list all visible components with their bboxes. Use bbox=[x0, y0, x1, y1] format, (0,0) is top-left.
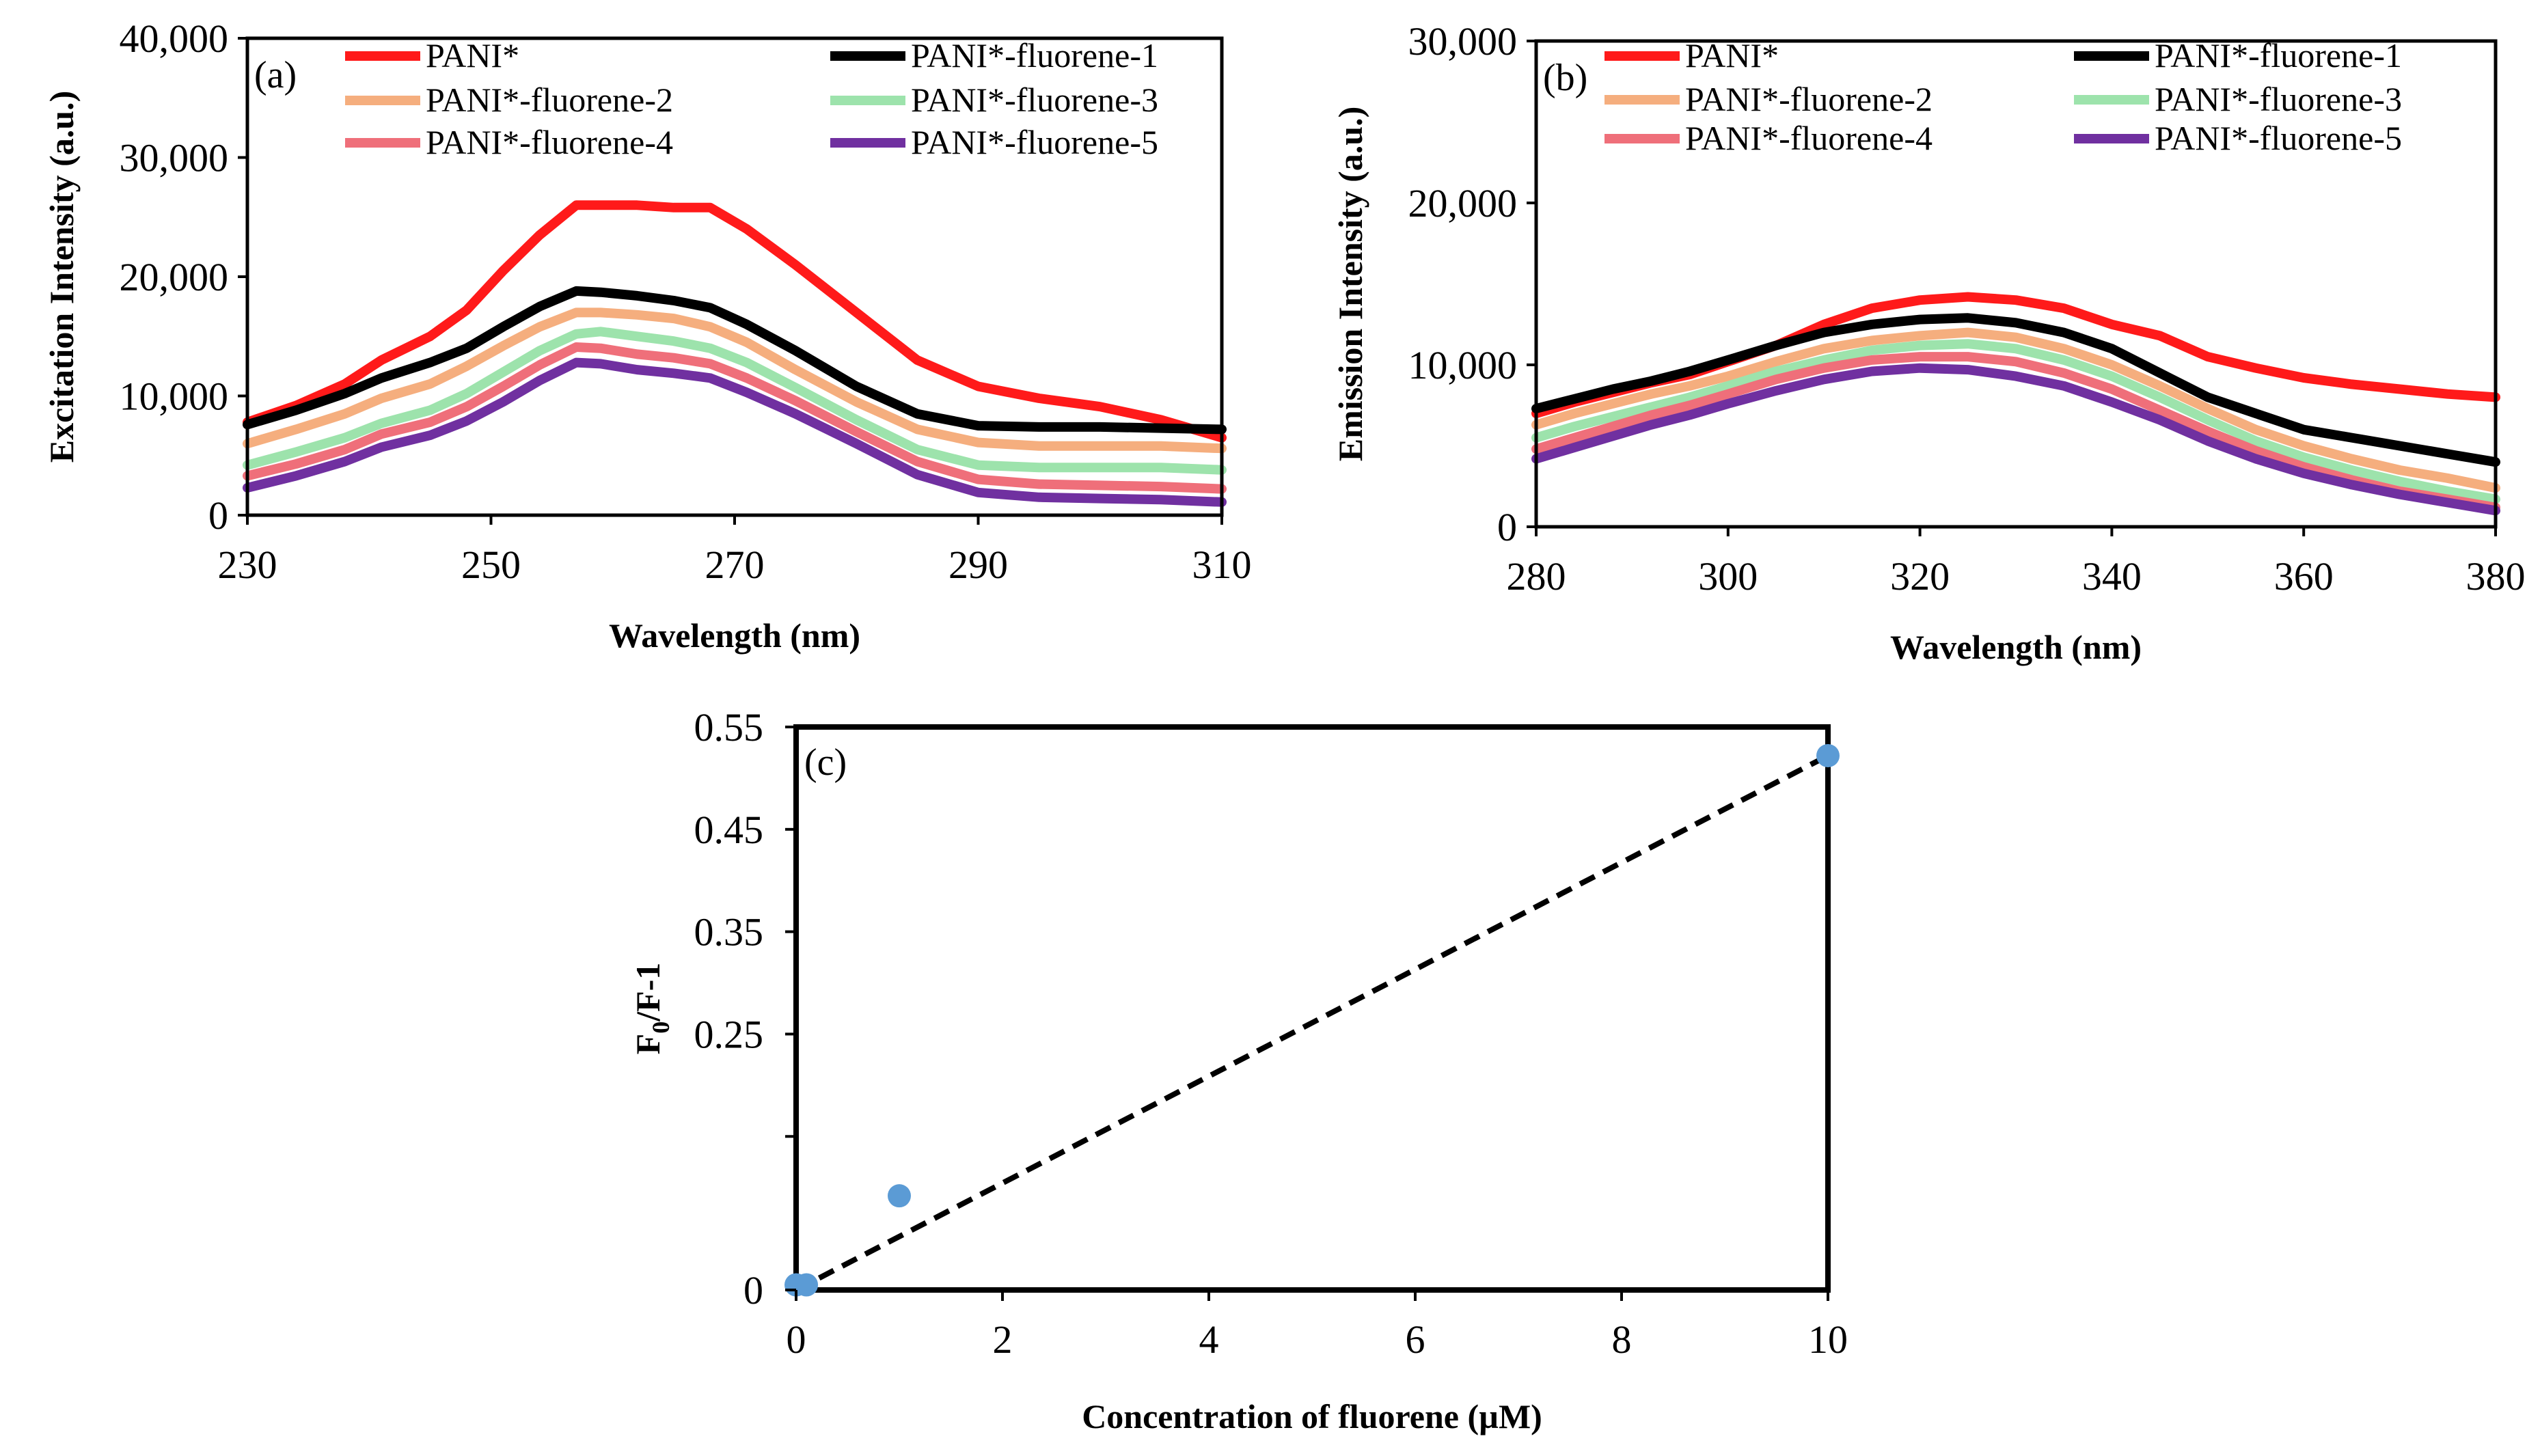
x-tick-label: 310 bbox=[1192, 542, 1252, 587]
y-tick-label: 0 bbox=[208, 493, 228, 538]
legend-label-2: PANI*-fluorene-2 bbox=[1685, 80, 1933, 118]
series-line-4 bbox=[1531, 352, 2500, 512]
series-line-2 bbox=[1531, 327, 2500, 493]
series-line-5 bbox=[1531, 363, 2500, 516]
chart-panel-b: 280 300 320 340 360 380 0 10,000 20,000 30,000 Wav… bbox=[1331, 19, 2526, 666]
data-point-3 bbox=[1816, 743, 1840, 767]
legend-label-1: PANI*-fluorene-1 bbox=[911, 36, 1158, 74]
x-tick-label: 290 bbox=[948, 542, 1008, 587]
y-tick-label: 40,000 bbox=[120, 16, 229, 61]
y-tick-label: 30,000 bbox=[1408, 19, 1518, 64]
legend-label-3: PANI*-fluorene-3 bbox=[911, 81, 1158, 119]
panel-label: (c) bbox=[804, 741, 847, 784]
x-tick-label: 340 bbox=[2082, 554, 2142, 599]
y-tick-label: 0.45 bbox=[694, 808, 764, 852]
legend-label-4: PANI*-fluorene-4 bbox=[1685, 119, 1933, 157]
chart-panel-c: 0 2 4 6 8 10 0 0.25 0.35 0.45 0.55 Concentration of… bbox=[629, 705, 1848, 1436]
data-point-2 bbox=[888, 1184, 911, 1208]
series-line-3 bbox=[1531, 339, 2500, 504]
plot-frame bbox=[1534, 39, 2498, 529]
y-axis-title-sub: 0 bbox=[647, 1021, 674, 1034]
y-tick-label: 0 bbox=[1497, 505, 1517, 549]
series-line-5 bbox=[243, 357, 1227, 507]
x-tick-label: 380 bbox=[2466, 554, 2526, 599]
y-tick-label: 0.35 bbox=[694, 910, 764, 954]
x-tick-label: 10 bbox=[1808, 1317, 1848, 1362]
x-axis-title: Concentration of fluorene (µM) bbox=[1082, 1397, 1542, 1436]
y-tick-label: 0 bbox=[743, 1268, 763, 1313]
y-tick-label: 20,000 bbox=[120, 255, 229, 299]
x-axis-title: Wavelength (nm) bbox=[609, 616, 860, 655]
y-tick-label: 30,000 bbox=[120, 136, 229, 180]
legend-label-0: PANI* bbox=[1685, 36, 1779, 74]
series-line-1 bbox=[243, 286, 1227, 435]
x-axis-title: Wavelength (nm) bbox=[1890, 628, 2142, 666]
legend-label-5: PANI*-fluorene-5 bbox=[911, 123, 1158, 161]
y-axis-title-rest: /F-1 bbox=[629, 963, 667, 1022]
legend-label-2: PANI*-fluorene-2 bbox=[426, 81, 673, 119]
y-axis-title-main: F bbox=[629, 1034, 667, 1055]
y-axis-title: F0/F-1 bbox=[629, 963, 674, 1055]
y-tick-label: 0.55 bbox=[694, 705, 764, 750]
series-line-4 bbox=[243, 342, 1227, 494]
series-line-1 bbox=[1531, 313, 2500, 467]
legend-label-3: PANI*-fluorene-3 bbox=[2155, 80, 2402, 118]
legend-label-1: PANI*-fluorene-1 bbox=[2155, 36, 2402, 74]
y-tick-label: 20,000 bbox=[1408, 181, 1518, 225]
y-tick-label: 0.25 bbox=[694, 1012, 764, 1056]
x-tick-label: 270 bbox=[705, 542, 765, 587]
x-tick-label: 0 bbox=[787, 1317, 806, 1362]
x-tick-label: 6 bbox=[1406, 1317, 1425, 1362]
x-tick-label: 8 bbox=[1612, 1317, 1632, 1362]
y-tick-label: 10,000 bbox=[1408, 343, 1518, 387]
panel-label: (b) bbox=[1543, 57, 1587, 99]
legend-label-0: PANI* bbox=[426, 36, 519, 74]
x-tick-label: 300 bbox=[1698, 554, 1758, 599]
x-tick-label: 250 bbox=[461, 542, 521, 587]
y-axis-title: Excitation Intensity (a.u.) bbox=[42, 91, 81, 463]
plot-frame bbox=[793, 724, 1831, 1293]
fit-line bbox=[795, 753, 1829, 1293]
panel-label: (a) bbox=[254, 54, 297, 96]
chart-panel-a: 230 250 270 290 310 0 10,000 20,000 30,000 40,000… bbox=[42, 16, 1252, 655]
x-tick-label: 360 bbox=[2274, 554, 2334, 599]
series-line-0 bbox=[243, 200, 1227, 443]
y-axis-title: Emission Intensity (a.u.) bbox=[1331, 107, 1369, 462]
series-line-3 bbox=[243, 327, 1227, 475]
legend-label-5: PANI*-fluorene-5 bbox=[2155, 119, 2402, 157]
x-tick-label: 230 bbox=[218, 542, 277, 587]
x-tick-label: 4 bbox=[1199, 1317, 1219, 1362]
y-tick-label: 10,000 bbox=[120, 374, 229, 419]
x-tick-label: 280 bbox=[1507, 554, 1566, 599]
x-tick-label: 2 bbox=[993, 1317, 1013, 1362]
legend-label-4: PANI*-fluorene-4 bbox=[426, 123, 673, 161]
series-line-2 bbox=[243, 307, 1227, 454]
data-point-1 bbox=[795, 1273, 819, 1297]
x-tick-label: 320 bbox=[1890, 554, 1950, 599]
